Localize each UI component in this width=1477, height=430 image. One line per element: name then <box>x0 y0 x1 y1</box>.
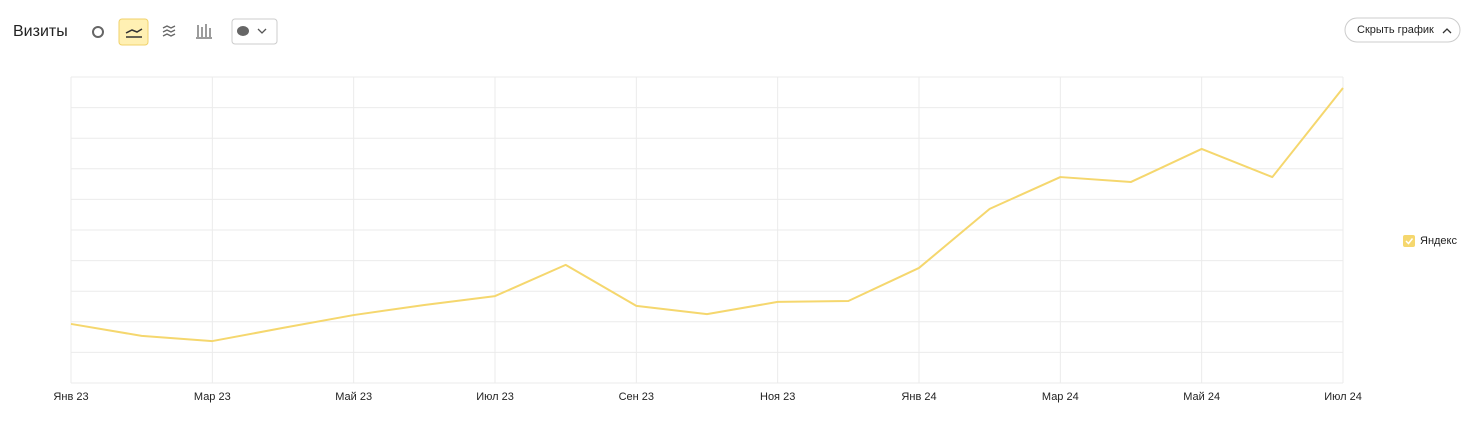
area-icon[interactable] <box>162 25 176 37</box>
x-tick-label: Май 23 <box>335 391 372 403</box>
annotation-dropdown[interactable] <box>231 18 278 45</box>
legend-item[interactable]: Яндекс <box>1403 235 1457 247</box>
x-tick-label: Янв 24 <box>901 391 936 403</box>
x-tick-label: Мар 23 <box>194 391 231 403</box>
x-tick-label: Июл 23 <box>476 391 514 403</box>
x-tick-label: Ноя 23 <box>760 391 795 403</box>
legend-check <box>1405 238 1414 245</box>
legend-checkbox <box>1403 235 1415 247</box>
bar-icon[interactable] <box>196 24 212 39</box>
chart-title: Визиты <box>13 23 68 40</box>
legend-label: Яндекс <box>1420 235 1457 247</box>
hide-chart-button[interactable]: Скрыть график <box>1344 17 1461 43</box>
x-tick-label: Янв 23 <box>53 391 88 403</box>
x-tick-label: Сен 23 <box>619 391 654 403</box>
data-line <box>70 87 1344 343</box>
x-tick-label: Май 24 <box>1183 391 1220 403</box>
x-tick-label: Июл 24 <box>1324 391 1362 403</box>
line-icon[interactable] <box>118 18 149 46</box>
hide-chart-label: Скрыть график <box>1357 24 1434 36</box>
x-tick-label: Мар 24 <box>1042 391 1079 403</box>
pie-icon[interactable] <box>92 26 104 38</box>
